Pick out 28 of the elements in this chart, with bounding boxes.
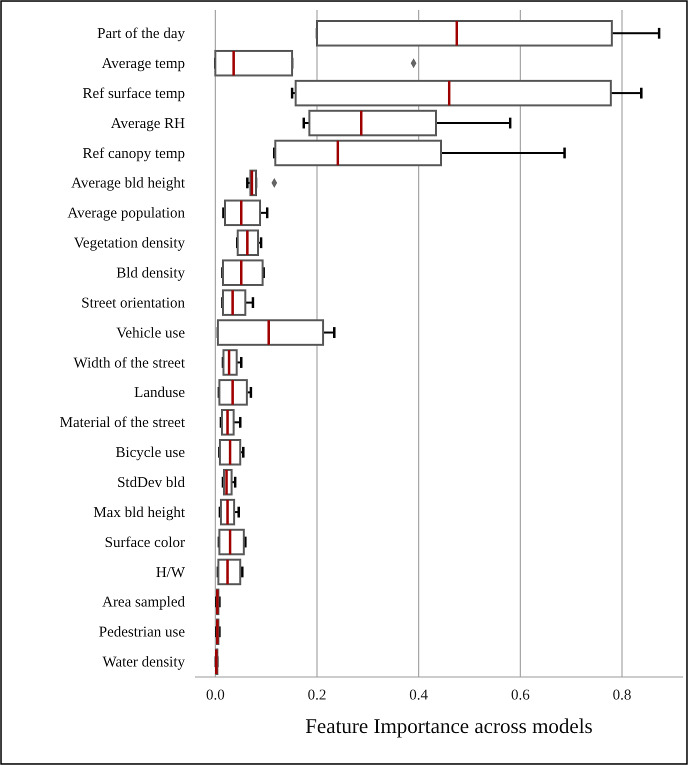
- y-tick-label: Area sampled: [102, 594, 186, 611]
- y-tick-label: Material of the street: [60, 415, 186, 432]
- y-tick-label: Ref surface temp: [82, 86, 185, 102]
- y-tick-label: Pedestrian use: [98, 624, 186, 641]
- y-tick-label: Width of the street: [74, 355, 186, 372]
- y-tick-label: Bld density: [116, 265, 186, 282]
- y-tick-label: Vehicle use: [116, 325, 186, 342]
- y-tick-label: Average RH: [110, 116, 186, 132]
- x-tick-label: 0.0: [206, 688, 225, 704]
- y-tick-label: Street orientation: [81, 295, 186, 312]
- x-tick-label: 0.6: [510, 688, 530, 704]
- x-tick-label: 0.2: [308, 688, 326, 704]
- y-tick-label: Ref canopy temp: [82, 146, 185, 162]
- y-tick-label: Part of the day: [97, 26, 186, 42]
- y-tick-label: Vegetation density: [74, 236, 186, 252]
- y-tick-label: Surface color: [104, 534, 185, 551]
- y-tick-label: Max bld height: [93, 504, 186, 521]
- x-axis-title: Feature Importance across models: [305, 714, 593, 738]
- y-tick-label: Average temp: [102, 56, 185, 72]
- x-tick-label: 0.4: [409, 688, 429, 704]
- y-tick-label: StdDev bld: [117, 474, 186, 491]
- y-tick-label: H/W: [156, 564, 186, 581]
- y-tick-label: Bicycle use: [115, 445, 186, 462]
- x-tick-label: 0.8: [612, 688, 632, 704]
- y-tick-label: Average bld height: [71, 176, 186, 192]
- y-tick-label: Average population: [67, 206, 186, 222]
- y-tick-label: Water density: [102, 654, 186, 671]
- y-tick-label: Landuse: [134, 385, 186, 402]
